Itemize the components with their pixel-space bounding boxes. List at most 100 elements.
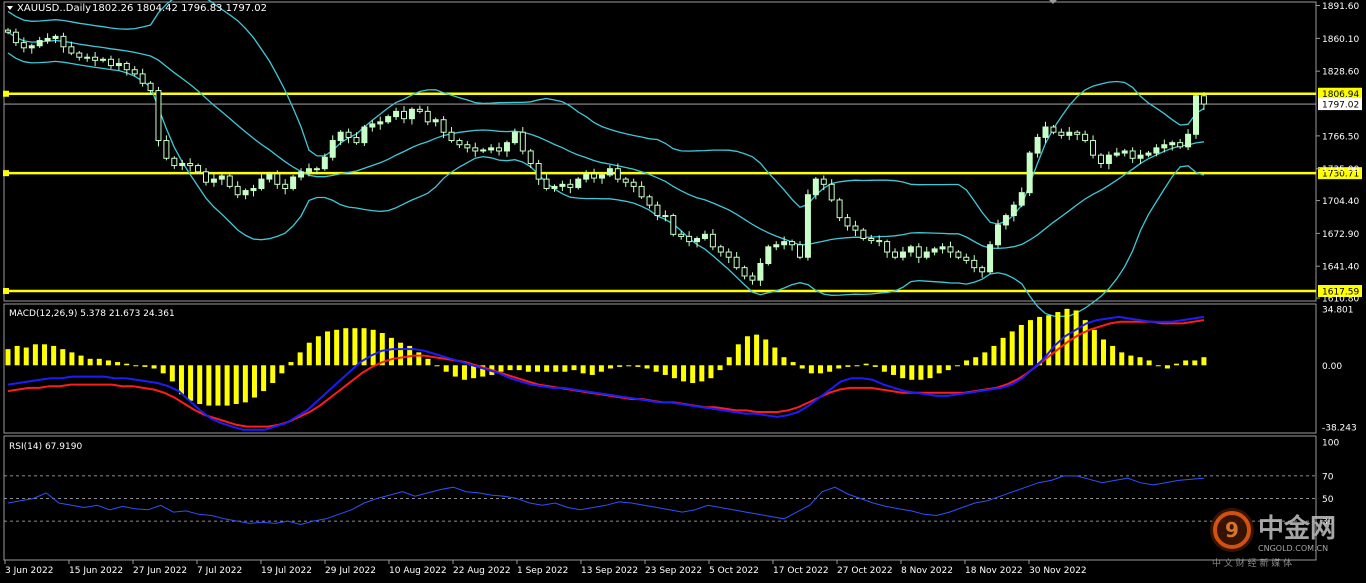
macd-histogram-bar bbox=[434, 365, 440, 367]
candlesticks bbox=[5, 28, 1207, 286]
price-tick-label: 1610.80 bbox=[1322, 295, 1359, 305]
macd-histogram-bar bbox=[1192, 360, 1198, 366]
macd-histogram-bar bbox=[881, 365, 887, 372]
bearish-candle-body bbox=[654, 204, 661, 217]
bullish-candle-body bbox=[1105, 154, 1112, 164]
bullish-candle-body bbox=[1066, 131, 1073, 136]
macd-histogram-bar bbox=[544, 365, 550, 372]
rsi-tick-label: 70 bbox=[1322, 472, 1334, 482]
bullish-candle-body bbox=[393, 110, 400, 118]
bullish-candle-body bbox=[662, 215, 669, 218]
bullish-candle-body bbox=[757, 262, 764, 281]
time-tick-label: 27 Oct 2022 bbox=[837, 566, 893, 576]
time-tick-label: 3 Jun 2022 bbox=[5, 566, 53, 576]
macd-histogram-bar bbox=[334, 329, 340, 366]
macd-histogram-bar bbox=[817, 365, 823, 374]
macd-histogram-bar bbox=[1055, 312, 1061, 366]
time-axis: 3 Jun 2022 15 Jun 2022 27 Jun 2022 7 Jul 20… bbox=[4, 560, 1087, 576]
macd-histogram-bar bbox=[160, 365, 166, 374]
macd-histogram-bar bbox=[251, 365, 257, 398]
macd-histogram-bar bbox=[1100, 339, 1106, 366]
bullish-candle-body bbox=[1153, 147, 1160, 154]
level-price-tag bbox=[1318, 87, 1362, 100]
macd-histogram-bar bbox=[142, 365, 148, 367]
bearish-candle-body bbox=[955, 251, 962, 258]
bullish-candle-body bbox=[385, 116, 392, 123]
macd-histogram-bar bbox=[1018, 324, 1024, 366]
macd-histogram-bar bbox=[836, 365, 842, 369]
bullish-candle-body bbox=[337, 131, 344, 142]
bearish-candle-body bbox=[884, 241, 891, 253]
macd-histogram-bar bbox=[425, 358, 431, 366]
watermark-logo-ring bbox=[1213, 511, 1251, 549]
time-tick-label: 13 Sep 2022 bbox=[581, 566, 638, 576]
macd-histogram-bar bbox=[1082, 320, 1088, 366]
macd-histogram-bar bbox=[197, 365, 203, 404]
macd-histogram-bar bbox=[297, 352, 303, 366]
bullish-candle-body bbox=[1002, 215, 1009, 226]
macd-histogram-bar bbox=[772, 347, 778, 366]
macd-histogram-bar bbox=[452, 365, 458, 377]
macd-histogram-bar bbox=[781, 357, 787, 366]
time-tick-label: 10 Aug 2022 bbox=[389, 566, 447, 576]
macd-histogram-bar bbox=[681, 365, 687, 382]
bullish-candle-body bbox=[305, 168, 312, 173]
macd-histogram-bar bbox=[498, 365, 504, 372]
macd-histogram-bar bbox=[717, 365, 723, 371]
bullish-candle-body bbox=[408, 108, 415, 120]
time-tick-label: 18 Nov 2022 bbox=[965, 566, 1023, 576]
bearish-candle-body bbox=[282, 183, 289, 189]
macd-histogram-bar bbox=[288, 362, 294, 366]
bullish-candle-body bbox=[218, 175, 225, 180]
bullish-candle-body bbox=[907, 246, 914, 253]
macd-histogram-bar bbox=[1183, 360, 1189, 366]
macd-histogram-bar bbox=[1037, 316, 1043, 366]
bearish-candle-body bbox=[646, 196, 653, 206]
macd-histogram-bar bbox=[361, 328, 367, 366]
macd-histogram-bar bbox=[69, 352, 75, 366]
macd-histogram-bar bbox=[206, 365, 212, 406]
bearish-candle-body bbox=[868, 237, 875, 242]
bearish-candle-body bbox=[401, 110, 407, 120]
bearish-candle-body bbox=[535, 162, 542, 180]
level-line-handle bbox=[3, 90, 9, 97]
macd-histogram-bar bbox=[562, 365, 568, 372]
macd-histogram-bar bbox=[580, 365, 586, 374]
macd-histogram-bar bbox=[690, 365, 696, 384]
bearish-candle-body bbox=[68, 46, 75, 54]
bullish-candle-body bbox=[210, 178, 217, 183]
time-tick-label: 19 Jul 2022 bbox=[261, 566, 312, 576]
macd-indicator: 34.801 0.00 -38.243 bbox=[5, 306, 1357, 433]
time-tick-label: 8 Nov 2022 bbox=[901, 566, 953, 576]
bearish-candle-body bbox=[234, 185, 241, 196]
macd-histogram-bar bbox=[891, 365, 897, 375]
bullish-candle-body bbox=[84, 56, 91, 59]
macd-histogram-bar bbox=[443, 365, 449, 372]
macd-histogram-bar bbox=[96, 358, 102, 366]
ohlc-readout: 1802.26 1804.42 1796.83 1797.02 bbox=[92, 3, 267, 14]
macd-histogram-bar bbox=[1201, 357, 1207, 366]
bullish-candle-body bbox=[313, 168, 320, 171]
macd-histogram-bar bbox=[1064, 308, 1070, 366]
bullish-candle-body bbox=[432, 119, 439, 123]
bearish-candle-body bbox=[345, 131, 352, 138]
level-price-tag-label: 1730.71 bbox=[1322, 170, 1359, 180]
bearish-candle-body bbox=[424, 110, 431, 123]
macd-histogram-bar bbox=[964, 360, 970, 366]
scroll-arrow-icon[interactable] bbox=[1049, 0, 1057, 4]
bearish-candle-body bbox=[1074, 131, 1081, 135]
bullish-candle-body bbox=[931, 248, 938, 253]
macd-histogram-bar bbox=[1073, 310, 1079, 366]
menu-triangle-icon[interactable] bbox=[7, 6, 13, 10]
bearish-candle-body bbox=[892, 251, 899, 258]
bearish-candle-body bbox=[353, 136, 360, 144]
symbol-label: XAUUSD..Daily bbox=[17, 3, 91, 14]
macd-panel-border bbox=[3, 303, 1317, 434]
macd-histogram-bar bbox=[1027, 320, 1033, 366]
macd-histogram-bar bbox=[854, 365, 860, 367]
bullish-candle-body bbox=[1113, 152, 1120, 156]
bullish-candle-body bbox=[939, 246, 946, 250]
bearish-candle-body bbox=[203, 171, 209, 183]
macd-histogram-bar bbox=[233, 365, 239, 404]
macd-histogram-bar bbox=[872, 365, 878, 367]
